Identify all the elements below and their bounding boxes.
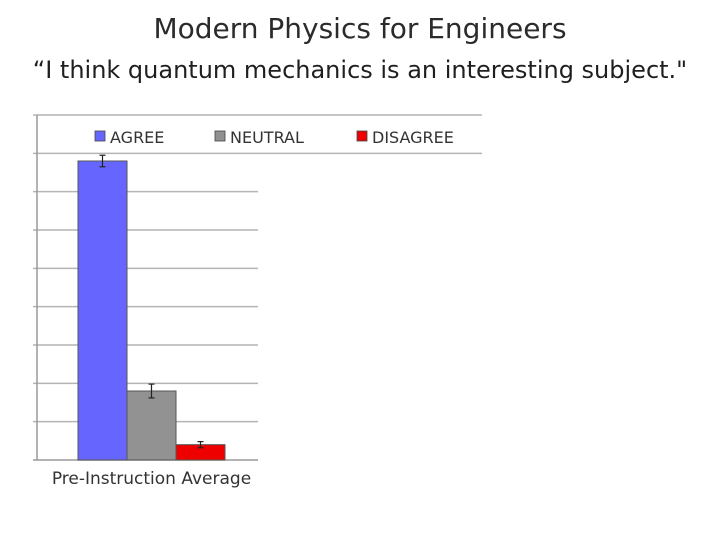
legend-item-neutral: NEUTRAL xyxy=(214,128,304,147)
legend-swatch xyxy=(356,130,368,142)
grid-lines xyxy=(33,114,482,423)
chart-title: Modern Physics for Engineers xyxy=(153,12,567,45)
legend-label: AGREE xyxy=(110,128,164,147)
legend-swatch xyxy=(94,130,106,142)
x-tick-labels: Pre-Instruction Average xyxy=(52,469,251,489)
legend-label: NEUTRAL xyxy=(230,128,304,147)
bar-agree xyxy=(77,160,128,461)
legend-swatch xyxy=(214,130,226,142)
error-bar-agree xyxy=(99,154,106,168)
x-tick-label: Pre-Instruction Average xyxy=(52,469,251,489)
bars xyxy=(77,154,226,461)
error-bar-disagree xyxy=(197,441,204,449)
error-bar-neutral xyxy=(148,383,155,399)
chart-subtitle: “I think quantum mechanics is an interes… xyxy=(32,56,688,84)
legend: AGREE NEUTRAL DISAGREE xyxy=(94,128,454,147)
legend-label: DISAGREE xyxy=(372,128,454,147)
legend-item-agree: AGREE xyxy=(94,128,164,147)
bar-neutral xyxy=(126,390,177,461)
legend-item-disagree: DISAGREE xyxy=(356,128,454,147)
